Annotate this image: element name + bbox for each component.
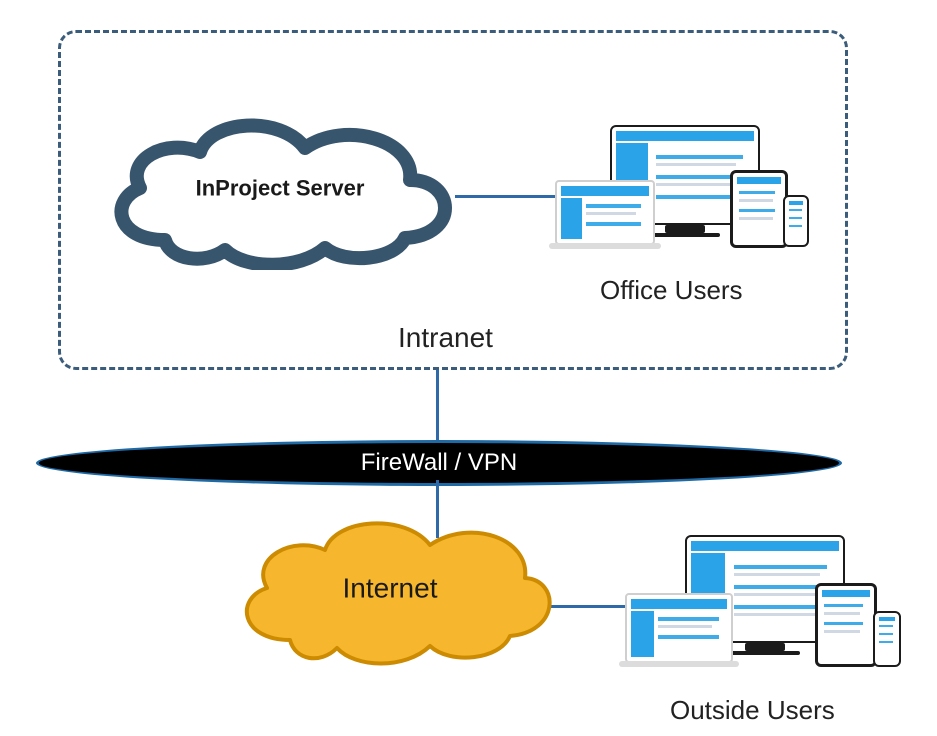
outside-users-label: Outside Users (670, 695, 835, 726)
tablet-icon (730, 170, 788, 248)
internet-cloud: Internet (225, 510, 555, 670)
internet-cloud-label: Internet (343, 572, 438, 604)
network-diagram: InProject Server (0, 0, 937, 736)
server-cloud-label: InProject Server (196, 176, 365, 202)
tablet-icon (815, 583, 877, 667)
phone-icon (783, 195, 809, 247)
connector-server-office (455, 195, 560, 198)
office-users-devices (555, 125, 805, 265)
laptop-icon (555, 180, 655, 245)
outside-users-devices (625, 535, 895, 685)
laptop-icon (625, 593, 733, 663)
intranet-label: Intranet (398, 322, 493, 354)
connector-intranet-firewall (436, 370, 439, 440)
connector-internet-outside (548, 605, 630, 608)
phone-icon (873, 611, 901, 667)
firewall-bar: FireWall / VPN (36, 440, 842, 486)
office-users-label: Office Users (600, 275, 743, 306)
firewall-label: FireWall / VPN (361, 449, 517, 477)
server-cloud: InProject Server (95, 110, 465, 270)
